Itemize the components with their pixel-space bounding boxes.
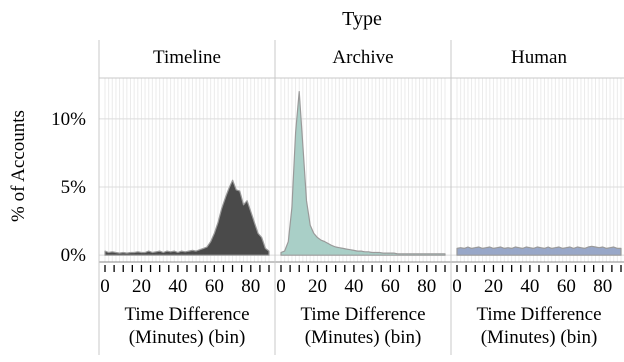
x-tick-label: 60 [205,276,224,297]
facet-label: Type [342,8,382,30]
x-tick-label: 0 [100,276,110,297]
facet-header: Archive [332,47,393,68]
x-axis-label: (Minutes) (bin) [305,327,422,348]
x-tick-label: 60 [557,276,576,297]
area-series-human [456,245,622,256]
x-tick-label: 20 [308,276,327,297]
x-tick-label: 80 [241,276,260,297]
y-tick-label: 5% [61,177,87,198]
x-tick-label: 40 [344,276,363,297]
x-axis-label: Time Difference [300,304,425,325]
x-tick-label: 40 [168,276,187,297]
x-tick-label: 20 [132,276,151,297]
x-tick-label: 0 [276,276,286,297]
x-axis-label: (Minutes) (bin) [129,327,246,348]
y-tick-label: 10% [51,109,86,130]
x-tick-label: 60 [381,276,400,297]
x-tick-label: 80 [417,276,436,297]
facet-panel-timeline: Timeline 0 20 40 60 80 Time Difference(Minutes… [99,47,275,348]
facet-header: Human [511,47,567,68]
x-axis-label: Time Difference [124,304,249,325]
facet-header: Timeline [153,47,221,68]
area-series-timeline [104,179,270,256]
x-tick-label: 20 [484,276,503,297]
y-tick-label: 0% [61,245,87,266]
x-axis-label: (Minutes) (bin) [481,327,598,348]
x-axis-label: Time Difference [476,304,601,325]
area-series-archive [280,91,446,256]
y-axis-label: % of Accounts [8,110,29,222]
facet-panel-archive: Archive 0 20 40 60 80 Time Difference(Minutes)… [275,47,451,348]
x-tick-label: 80 [593,276,612,297]
x-tick-label: 0 [452,276,462,297]
x-tick-label: 40 [520,276,539,297]
facet-panel-human: Human 0 20 40 60 80 Time Difference(Minutes) (… [451,47,624,348]
